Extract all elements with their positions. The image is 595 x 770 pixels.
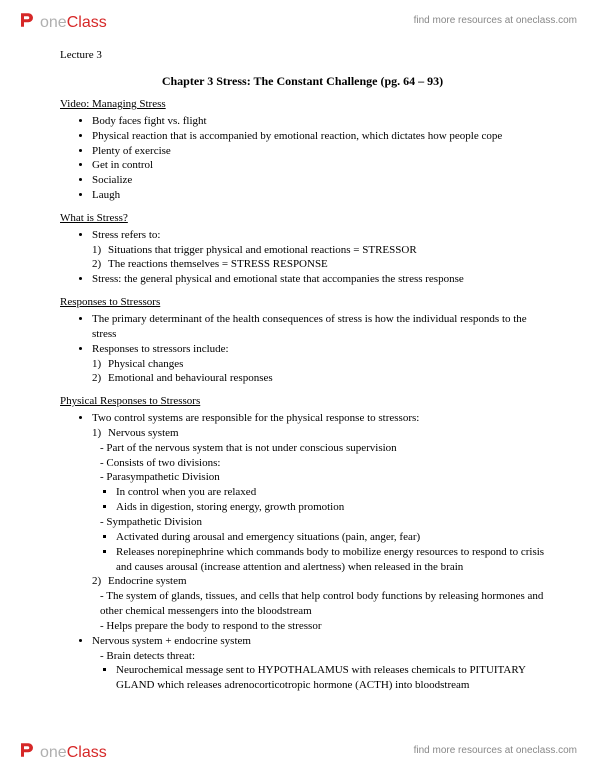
nervous-system-details: Part of the nervous system that is not u… (60, 441, 545, 486)
list-item: Aids in digestion, storing energy, growt… (116, 500, 545, 515)
list-item: Parasympathetic Division (100, 470, 545, 485)
lecture-label: Lecture 3 (60, 48, 545, 63)
list-item: 1)Physical changes (92, 357, 545, 372)
logo-text-one: one (40, 744, 67, 762)
list-item: In control when you are relaxed (116, 485, 545, 500)
list-item: Helps prepare the body to respond to the… (100, 619, 545, 634)
list-item: The primary determinant of the health co… (92, 312, 545, 342)
logo-text-class: Class (67, 14, 107, 32)
find-more-link-top[interactable]: find more resources at oneclass.com (414, 15, 577, 26)
list-item: 2)Endocrine system (92, 574, 545, 589)
list-item: Body faces fight vs. flight (92, 114, 545, 129)
find-more-link-bottom[interactable]: find more resources at oneclass.com (414, 745, 577, 756)
chapter-title: Chapter 3 Stress: The Constant Challenge… (60, 73, 545, 89)
list-item: Activated during arousal and emergency s… (116, 530, 545, 545)
list-item: Stress: the general physical and emotion… (92, 272, 545, 287)
list-item: Get in control (92, 158, 545, 173)
list-item: 1)Nervous system (92, 426, 545, 441)
list-item: Consists of two divisions: (100, 456, 545, 471)
list-item: Plenty of exercise (92, 144, 545, 159)
endocrine-details: The system of glands, tissues, and cells… (60, 589, 545, 634)
brain-threat-details: Neurochemical message sent to HYPOTHALAM… (60, 663, 545, 693)
section-physical-list: Two control systems are responsible for … (60, 411, 545, 426)
logo-text-class: Class (67, 744, 107, 762)
section-responses-head: Responses to Stressors (60, 295, 545, 310)
list-item: Physical reaction that is accompanied by… (92, 129, 545, 144)
list-item: Socialize (92, 173, 545, 188)
document-body: Lecture 3 Chapter 3 Stress: The Constant… (60, 48, 545, 693)
section-whatis-head: What is Stress? (60, 211, 545, 226)
section-video-head: Video: Managing Stress (60, 97, 545, 112)
list-item: Laugh (92, 188, 545, 203)
logo-icon (18, 741, 36, 759)
logo-icon (18, 11, 36, 29)
list-item: Nervous system + endocrine system (92, 634, 545, 649)
list-item: Responses to stressors include: (92, 342, 545, 357)
footer-bar: oneClass find more resources at oneclass… (0, 736, 595, 764)
section-video-list: Body faces fight vs. flight Physical rea… (60, 114, 545, 203)
logo-text-one: one (40, 14, 67, 32)
list-item: Brain detects threat: (100, 649, 545, 664)
list-item: 2)Emotional and behavioural responses (92, 371, 545, 386)
brand-logo-footer[interactable]: oneClass (18, 739, 107, 762)
list-item: Sympathetic Division (100, 515, 545, 530)
list-item: Releases norepinephrine which commands b… (116, 545, 545, 575)
parasympathetic-details: In control when you are relaxed Aids in … (60, 485, 545, 515)
header-bar: oneClass find more resources at oneclass… (0, 6, 595, 34)
list-item: 1)Situations that trigger physical and e… (92, 243, 545, 258)
list-item: The system of glands, tissues, and cells… (100, 589, 545, 619)
list-item: Part of the nervous system that is not u… (100, 441, 545, 456)
list-item: Two control systems are responsible for … (92, 411, 545, 426)
section-physical-head: Physical Responses to Stressors (60, 394, 545, 409)
stress-definitions: 1)Situations that trigger physical and e… (60, 243, 545, 273)
list-item: Neurochemical message sent to HYPOTHALAM… (116, 663, 545, 693)
response-types: 1)Physical changes 2)Emotional and behav… (60, 357, 545, 387)
control-systems: 1)Nervous system (60, 426, 545, 441)
sympathetic-details: Activated during arousal and emergency s… (60, 530, 545, 575)
list-item: Stress refers to: (92, 228, 545, 243)
list-item: 2)The reactions themselves = STRESS RESP… (92, 257, 545, 272)
section-whatis-list: Stress refers to: (60, 228, 545, 243)
brand-logo[interactable]: oneClass (18, 9, 107, 32)
section-responses-list: The primary determinant of the health co… (60, 312, 545, 357)
